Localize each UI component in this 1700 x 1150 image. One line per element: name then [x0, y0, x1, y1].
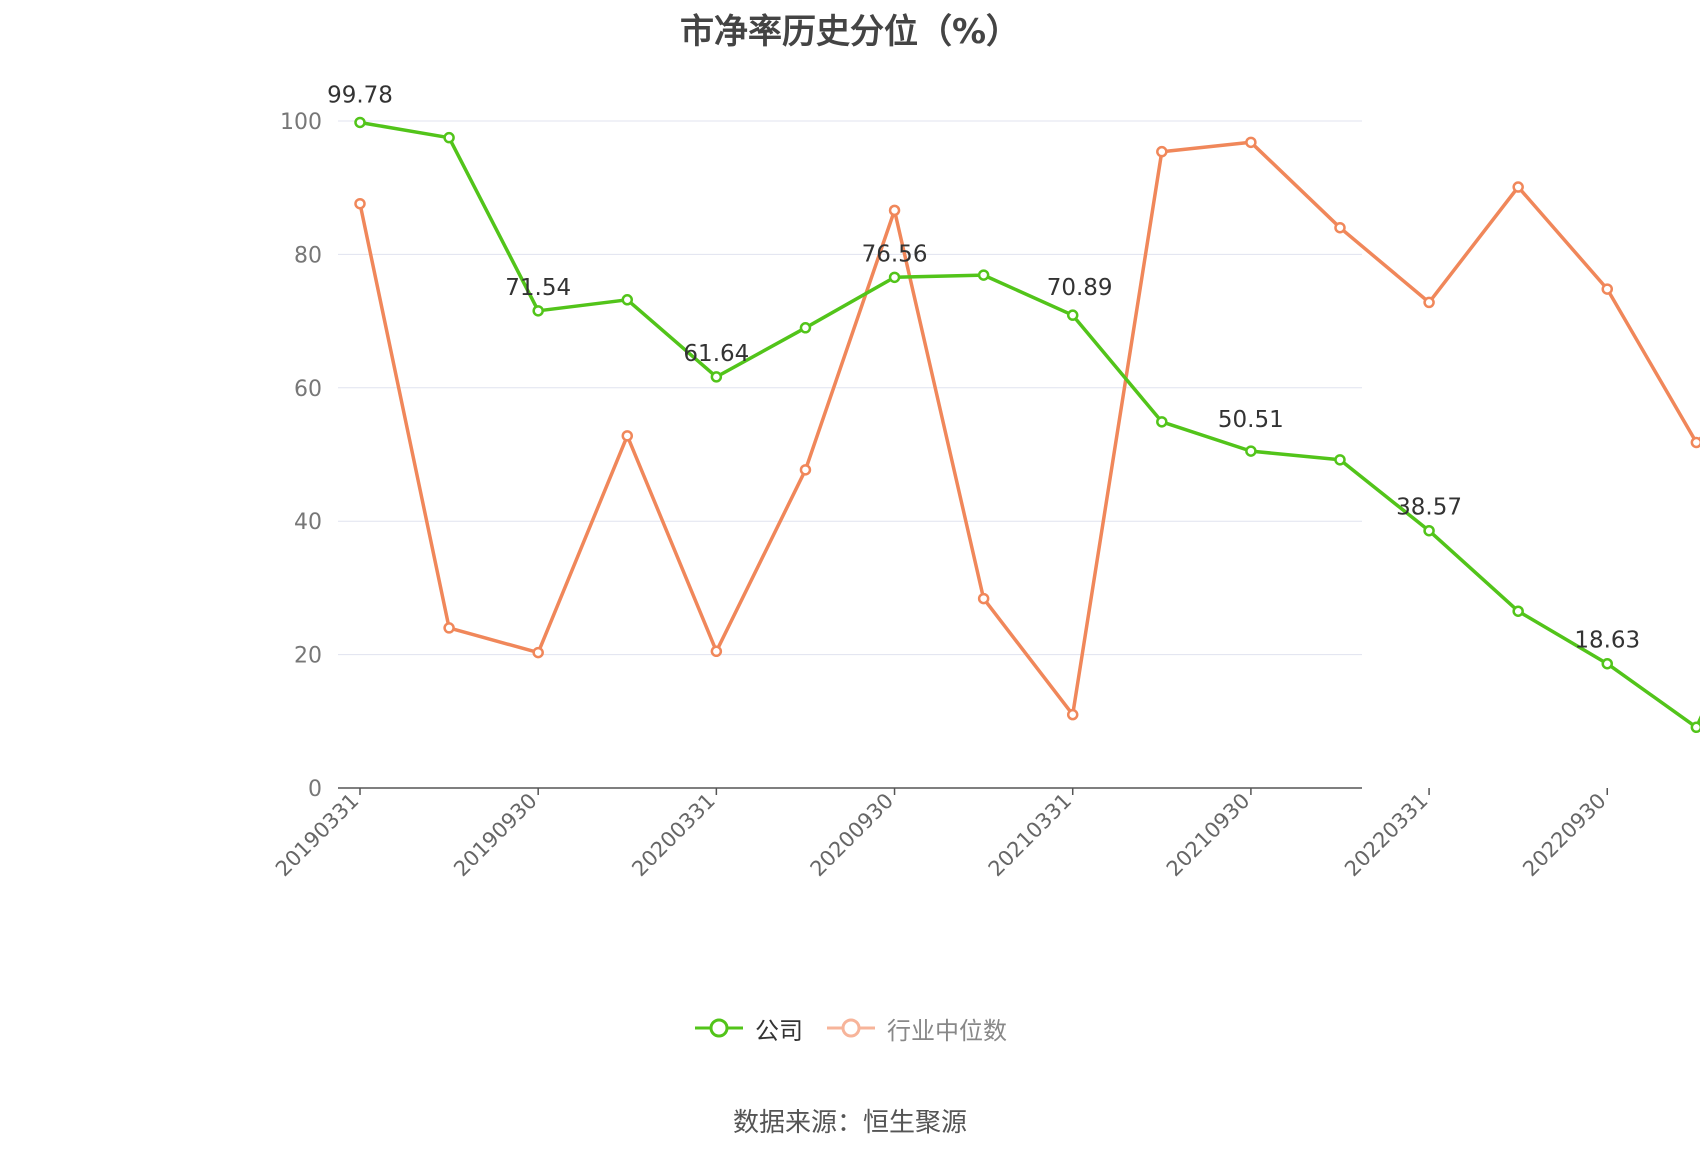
- data-point: [1245, 445, 1257, 457]
- data-point: [1601, 657, 1614, 670]
- series-line: [359, 120, 1700, 730]
- x-tick-label: 20190930: [449, 789, 542, 882]
- data-point: [621, 430, 634, 442]
- data-point: [1066, 708, 1079, 721]
- legend-industry-marker: [827, 1018, 875, 1038]
- data-point: [799, 464, 812, 476]
- x-tick-label: 20200331: [627, 789, 720, 882]
- series-industry: [354, 136, 1700, 721]
- legend-industry-label: 行业中位数: [887, 1016, 1007, 1045]
- data-point: [1512, 181, 1524, 193]
- gridlines: [338, 120, 1362, 656]
- y-tick-label: 0: [308, 777, 322, 802]
- data-labels: 99.78 71.54 61.64 76.56 70.89 50.51 38.57 18.63…: [327, 82, 1640, 654]
- data-label: 76.56: [862, 241, 928, 267]
- data-point: [621, 294, 634, 306]
- data-point: [1066, 309, 1079, 321]
- data-point: [799, 322, 812, 334]
- series-line: [358, 140, 1700, 717]
- x-tick-label: 20220930: [1518, 789, 1611, 882]
- data-point: [888, 204, 901, 217]
- data-point: [443, 131, 455, 144]
- x-tick-label: 20200930: [806, 789, 899, 882]
- data-point: [1512, 605, 1524, 617]
- data-point: [1690, 721, 1700, 734]
- data-point: [888, 271, 901, 284]
- chart-title: 市净率历史分位（%）: [679, 12, 1021, 52]
- data-point: [1690, 436, 1700, 449]
- data-point: [1245, 136, 1257, 149]
- data-label: 71.54: [505, 275, 571, 301]
- legend-company-label: 公司: [755, 1016, 803, 1045]
- data-label: 70.89: [1047, 275, 1113, 301]
- data-point: [1334, 454, 1346, 466]
- y-tick-label: 60: [294, 377, 322, 402]
- data-point: [532, 305, 544, 317]
- x-tick-label: 20230331: [1696, 789, 1700, 882]
- data-label: 18.63: [1574, 628, 1640, 654]
- data-point: [710, 371, 723, 383]
- data-point: [354, 197, 366, 210]
- data-point: [1156, 416, 1168, 428]
- data-label: 99.78: [327, 82, 393, 108]
- data-point: [1334, 221, 1346, 234]
- x-tick-label: 20210331: [984, 789, 1077, 882]
- x-axis: 20190331 20190930 20200331 20200930 20210331…: [271, 787, 1700, 882]
- x-tick-label: 20190331: [271, 789, 364, 882]
- data-point: [1156, 145, 1168, 158]
- legend-item-company[interactable]: 公司: [693, 1011, 803, 1046]
- series-company: [354, 116, 1700, 734]
- data-point: [443, 622, 455, 634]
- data-point: [977, 269, 990, 281]
- y-tick-label: 100: [280, 110, 322, 135]
- x-tick-label: 20220331: [1340, 789, 1433, 882]
- data-point: [1601, 283, 1614, 295]
- data-point: [977, 592, 990, 605]
- data-point: [532, 646, 544, 659]
- y-tick-label: 80: [294, 243, 322, 268]
- y-tick-label: 20: [294, 644, 322, 669]
- y-tick-label: 40: [294, 510, 322, 535]
- data-point: [1423, 524, 1435, 537]
- data-label: 61.64: [683, 341, 749, 367]
- data-point: [354, 116, 366, 129]
- data-point: [1423, 296, 1435, 309]
- y-axis: 0 20 40 60 80 100: [280, 110, 322, 802]
- legend-company-marker: [695, 1018, 743, 1038]
- source-note: 数据来源：恒生聚源: [732, 1108, 967, 1138]
- x-tick-label: 20210930: [1162, 789, 1255, 882]
- data-point: [710, 645, 723, 658]
- data-label: 38.57: [1396, 495, 1462, 521]
- legend: 公司 行业中位数: [0, 1010, 1700, 1046]
- series-layer: [354, 116, 1700, 734]
- data-label: 50.51: [1218, 407, 1284, 433]
- legend-item-industry[interactable]: 行业中位数: [825, 1011, 1007, 1046]
